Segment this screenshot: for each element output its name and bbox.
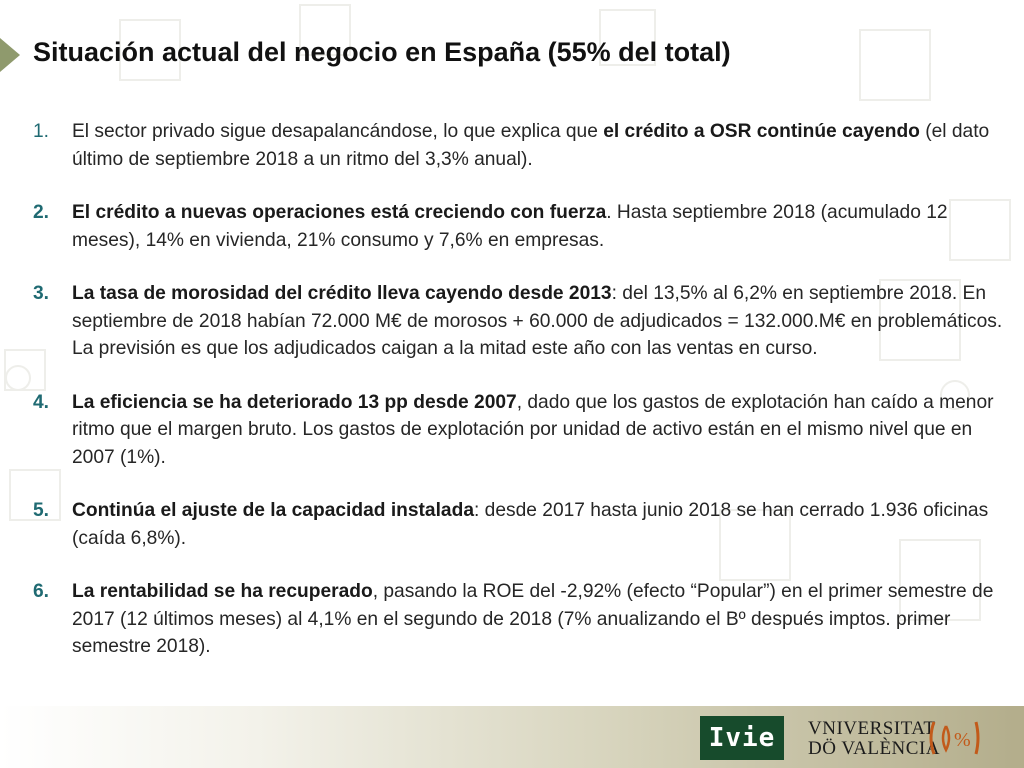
title-marker [0, 38, 20, 72]
list-item-highlight: La rentabilidad se ha recuperado [72, 581, 373, 602]
list-item-text: : desde 2017 hasta junio 2018 se han cer… [72, 500, 989, 549]
list-item-text: . Hasta septiembre 2018 (acumulado 12 me… [72, 202, 948, 251]
list-item: 6. La rentabilidad se ha recuperado, pasa… [33, 578, 1003, 661]
list-item-text: , dado que los gastos de explotación han… [72, 391, 994, 468]
list-item-number: 6. [33, 581, 50, 602]
list-item-text: , pasando la ROE del -2,92% (efecto “Pop… [72, 581, 994, 657]
list-item-highlight: La eficiencia se ha deteriorado 13 pp de… [72, 391, 517, 413]
list-item: 4. La eficiencia se ha deteriorado 13 pp … [33, 389, 1003, 472]
list-item-number: 1. [33, 121, 50, 142]
list-item-text: (el dato último de septiembre 2018 a un … [72, 121, 990, 170]
list-item-highlight: La tasa de morosidad del crédito lleva c… [72, 283, 612, 304]
list-item-number: 2. [33, 202, 50, 223]
list-item-highlight: el crédito a OSR continúe cayendo [603, 121, 920, 142]
footer-bar [0, 706, 1024, 768]
university-seal-icon: % [929, 721, 980, 755]
list-item-number: 3. [33, 283, 50, 304]
list-item: 3. La tasa de morosidad del crédito lleva… [33, 280, 1003, 363]
list-item-text: : del 13,5% al 6,2% en septiembre 2018. … [72, 283, 1003, 359]
background-watermark [4, 4, 1011, 621]
university-name-line1: VNIVERSITAT [808, 718, 936, 739]
list-item-number: 5. [33, 500, 50, 521]
page-title: Situación actual del negocio en España (… [33, 37, 731, 67]
list-item-number: 4. [33, 391, 50, 413]
university-logo: VNIVERSITAT DÖ VALÈNCIA [808, 716, 940, 760]
list-item: 2. El crédito a nuevas operaciones está c… [33, 199, 1003, 254]
list-item-highlight: Continúa el ajuste de la capacidad insta… [72, 500, 474, 521]
list-item-highlight: El crédito a nuevas operaciones está cre… [72, 202, 607, 223]
university-name-line2: DÖ VALÈNCIA [808, 738, 940, 759]
svg-text:%: % [954, 729, 971, 751]
bullet-list: 1. El sector privado sigue desapalancándo… [33, 118, 1003, 687]
list-item: 1. El sector privado sigue desapalancándo… [33, 118, 1003, 173]
list-item: 5. Continúa el ajuste de la capacidad ins… [33, 497, 1003, 552]
list-item-text: El sector privado sigue desapalancándose… [72, 121, 604, 142]
ivie-logo: Ivie [700, 716, 784, 760]
